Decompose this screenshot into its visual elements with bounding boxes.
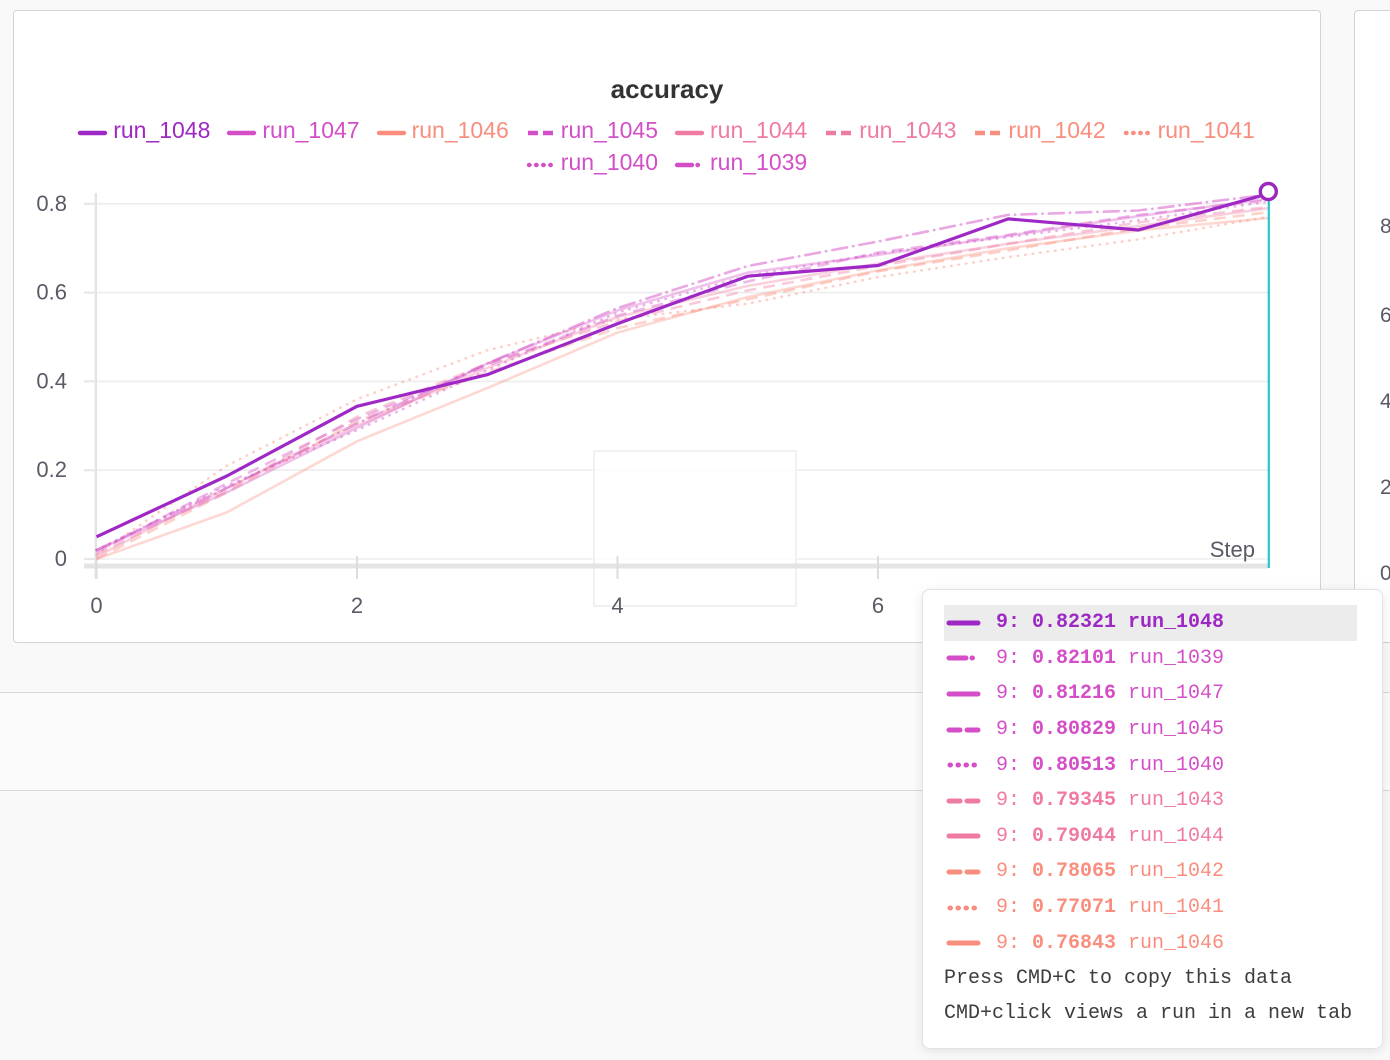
svg-text:0.6: 0.6 — [36, 280, 67, 305]
svg-text:6: 6 — [872, 593, 884, 618]
svg-text:0.8: 0.8 — [36, 191, 67, 216]
svg-text:0.4: 0.4 — [36, 368, 67, 393]
svg-text:2: 2 — [351, 593, 363, 618]
svg-text:0.2: 0.2 — [36, 457, 67, 482]
svg-text:0: 0 — [55, 546, 67, 571]
svg-text:0: 0 — [90, 593, 102, 618]
svg-text:4: 4 — [611, 593, 623, 618]
